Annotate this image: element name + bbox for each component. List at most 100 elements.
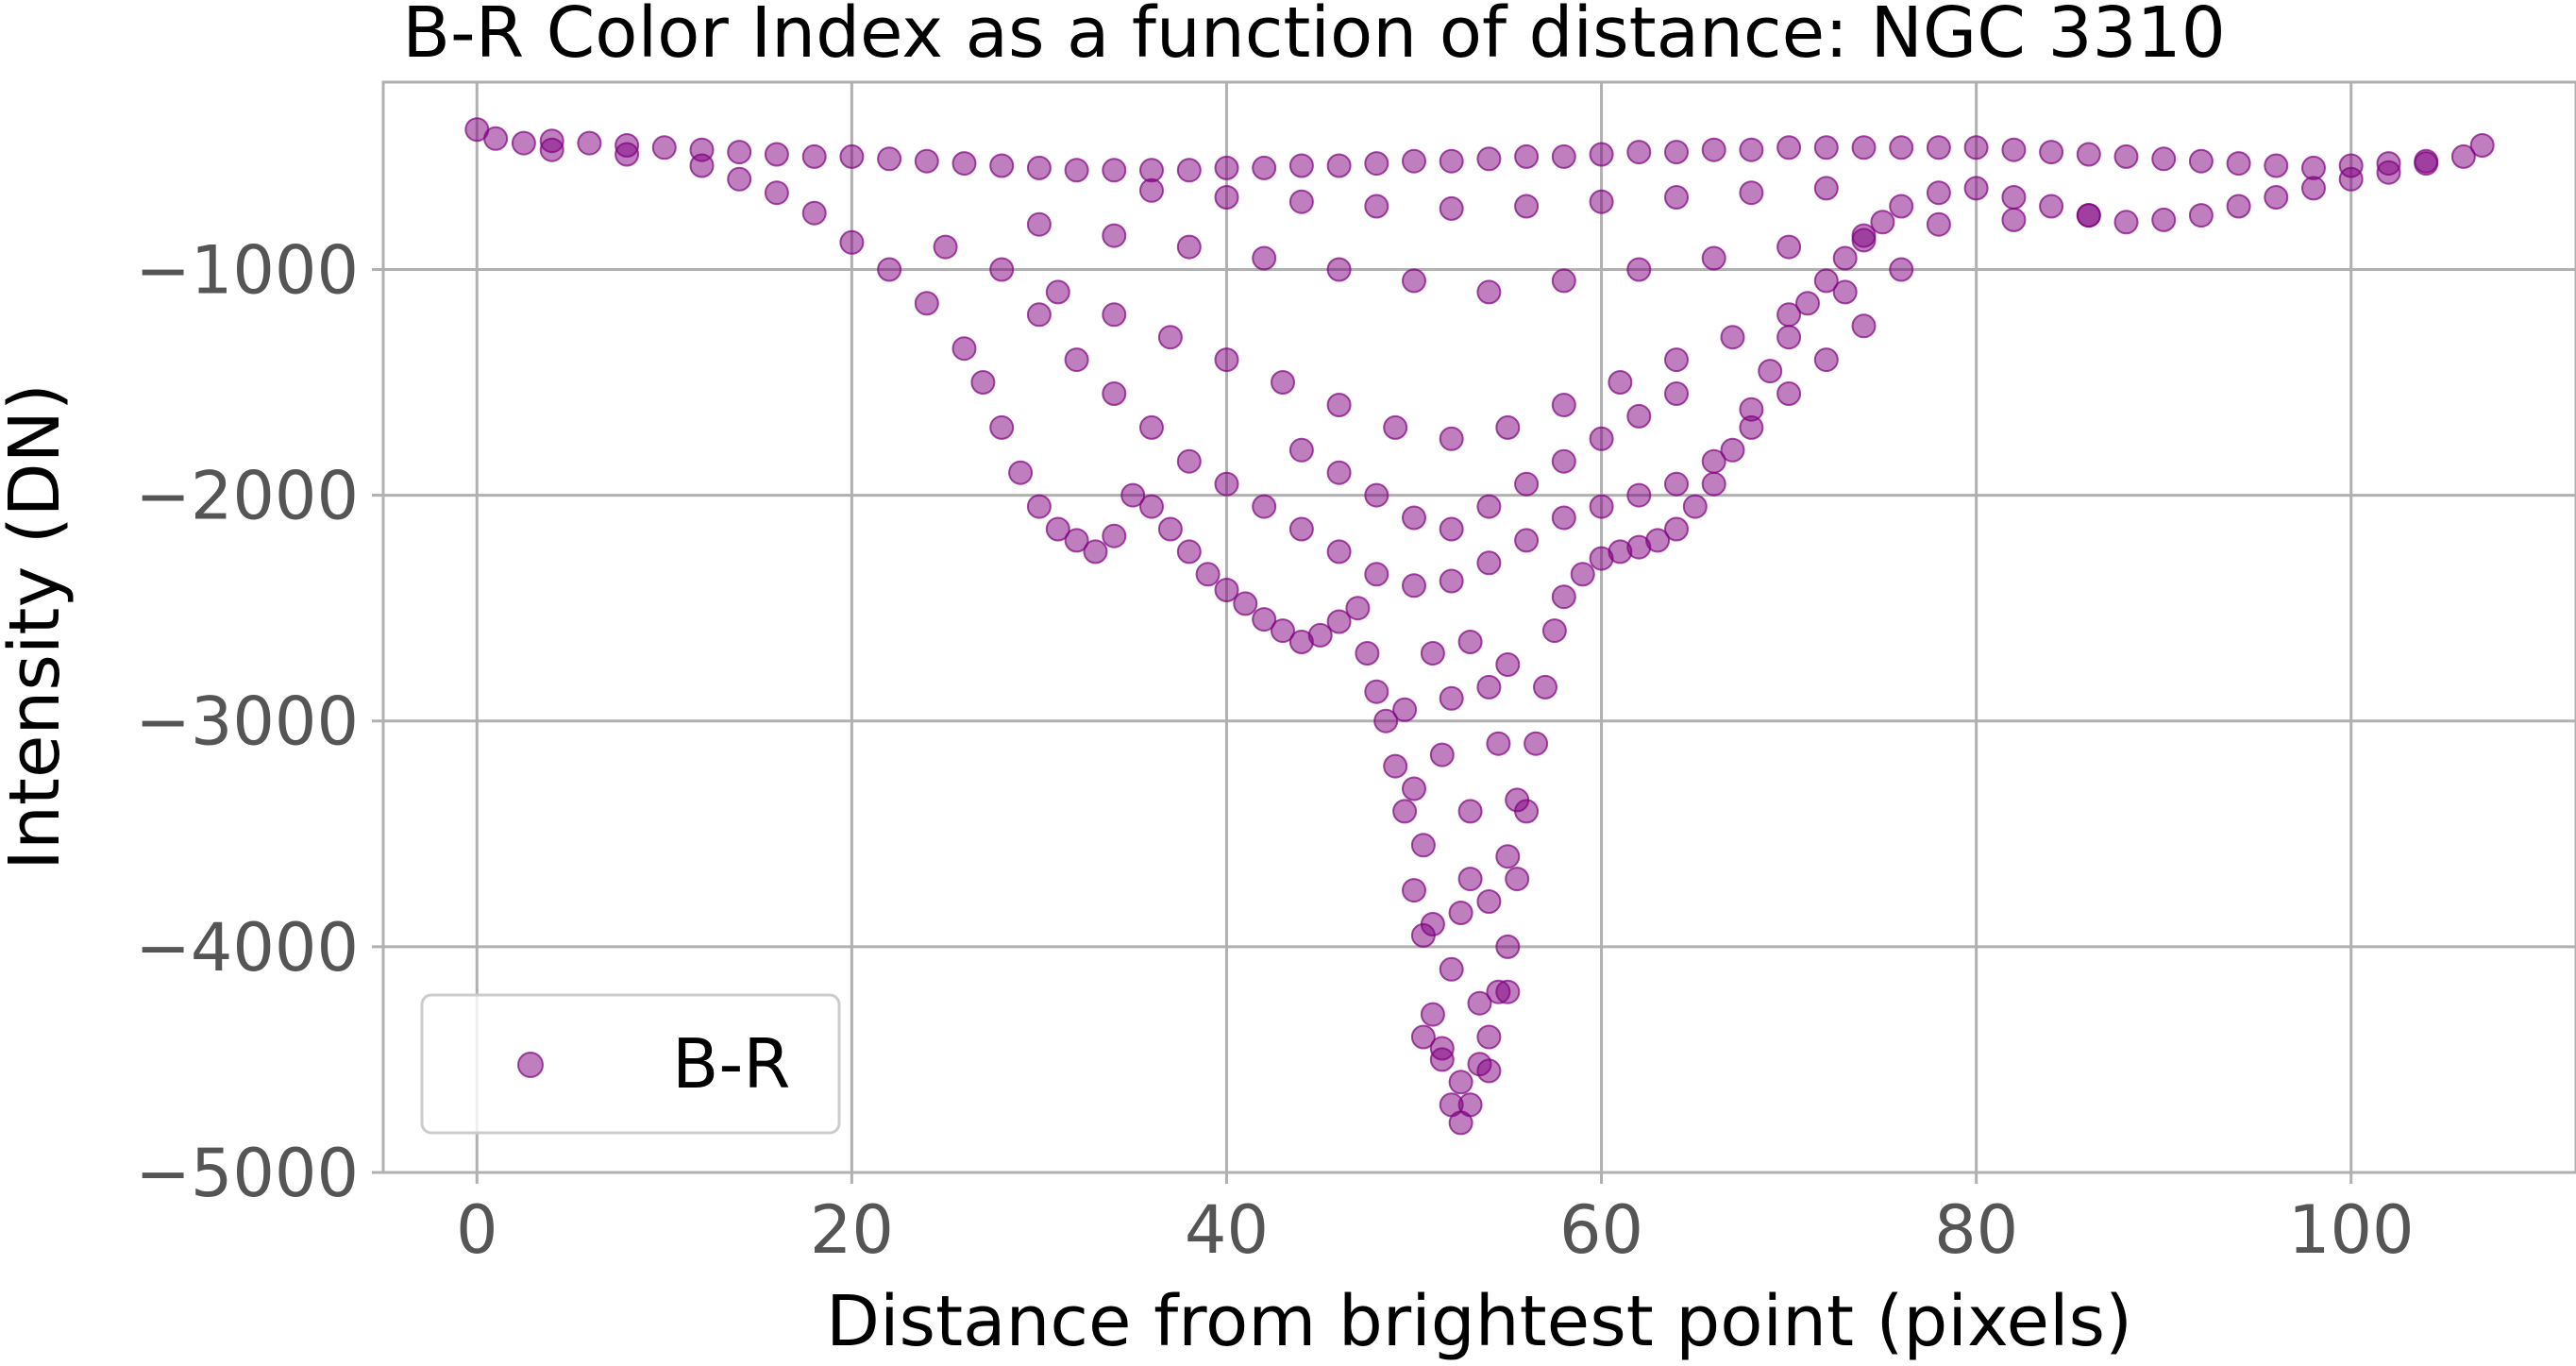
data-point: [1364, 562, 1389, 587]
data-point: [839, 229, 865, 255]
data-point: [1045, 279, 1070, 305]
data-point: [1457, 867, 1483, 892]
data-point: [1064, 528, 1089, 553]
x-tick-label: 20: [810, 1191, 894, 1269]
x-tick-label: 40: [1185, 1191, 1269, 1269]
data-point: [1364, 194, 1389, 219]
data-point: [1026, 302, 1052, 328]
data-point: [1457, 1092, 1483, 1118]
data-point: [1214, 471, 1239, 497]
data-point: [1157, 325, 1183, 350]
data-point: [2001, 137, 2027, 162]
data-point: [1252, 245, 1277, 271]
data-point: [1720, 325, 1745, 350]
data-point: [577, 130, 602, 156]
data-point: [1008, 460, 1034, 485]
y-tick-label: −5000: [135, 1135, 359, 1212]
y-tick-label: −1000: [135, 231, 359, 309]
data-point: [1439, 516, 1464, 542]
data-point: [1402, 878, 1426, 903]
data-point: [1963, 176, 1989, 201]
data-point: [2450, 143, 2476, 169]
data-point: [1514, 143, 1540, 169]
y-tick-label: −4000: [135, 909, 359, 987]
data-point: [1288, 437, 1314, 463]
data-point: [1889, 257, 1914, 282]
data-point: [1392, 799, 1418, 824]
data-point: [2188, 148, 2214, 174]
data-point: [1402, 505, 1426, 531]
data-point: [1439, 956, 1464, 982]
data-point: [914, 291, 939, 316]
data-point: [1383, 414, 1408, 440]
x-axis-ticks: 0 20 40 60 80 100: [456, 1172, 2415, 1269]
data-point: [2414, 151, 2439, 177]
data-point: [951, 336, 977, 362]
data-point: [1701, 245, 1726, 271]
data-point: [1476, 279, 1502, 305]
data-point: [1608, 370, 1633, 395]
data-point: [1664, 347, 1689, 373]
data-point: [1402, 776, 1426, 801]
data-point: [1120, 482, 1146, 508]
data-point: [1701, 471, 1726, 497]
data-point: [727, 140, 752, 165]
data-point: [1214, 347, 1239, 373]
data-point: [1626, 482, 1652, 508]
data-point: [1176, 234, 1202, 260]
scatter-points: [464, 117, 2495, 1136]
data-point: [1467, 990, 1492, 1016]
data-point: [1776, 381, 1802, 406]
data-point: [1551, 448, 1576, 474]
data-point: [1832, 279, 1858, 305]
data-point: [2264, 153, 2289, 178]
x-tick-label: 60: [1559, 1191, 1643, 1269]
data-point: [764, 142, 789, 167]
data-point: [1176, 448, 1202, 474]
data-point: [2113, 210, 2139, 235]
legend-box: [420, 993, 841, 1135]
data-point: [1626, 140, 1652, 165]
data-point: [1495, 979, 1521, 1004]
data-point: [1889, 135, 1914, 160]
data-point: [877, 257, 902, 282]
plot-area-frame: [381, 80, 2576, 1174]
data-point: [1420, 1002, 1445, 1027]
data-point: [1813, 347, 1839, 373]
data-point: [1682, 494, 1708, 519]
data-point: [1271, 370, 1295, 395]
data-point: [1102, 158, 1127, 183]
data-point: [1645, 528, 1671, 553]
data-point: [1495, 844, 1521, 869]
data-point: [1589, 494, 1614, 519]
data-point: [2376, 160, 2401, 185]
data-point: [2001, 207, 2027, 232]
data-point: [1383, 753, 1408, 779]
data-point: [1776, 234, 1802, 260]
data-point: [1851, 135, 1877, 160]
data-point: [1448, 1070, 1473, 1095]
data-point: [1102, 302, 1127, 328]
data-point: [1439, 685, 1464, 711]
data-point: [1664, 381, 1689, 406]
data-point: [1326, 257, 1352, 282]
data-point: [1195, 562, 1221, 587]
data-point: [1420, 641, 1445, 666]
data-point: [1664, 140, 1689, 165]
data-point: [877, 146, 902, 172]
data-point: [839, 143, 865, 169]
data-point: [1851, 313, 1877, 339]
data-point: [1214, 578, 1239, 602]
data-point: [1271, 618, 1295, 644]
data-point: [1307, 622, 1333, 648]
data-point: [1505, 867, 1530, 892]
data-point: [1214, 185, 1239, 210]
data-point: [1429, 1036, 1455, 1061]
data-point: [1402, 573, 1426, 599]
data-point: [539, 137, 564, 162]
data-point: [2226, 151, 2251, 177]
data-point: [1495, 652, 1521, 677]
data-point: [1139, 494, 1164, 519]
data-point: [1457, 630, 1483, 654]
